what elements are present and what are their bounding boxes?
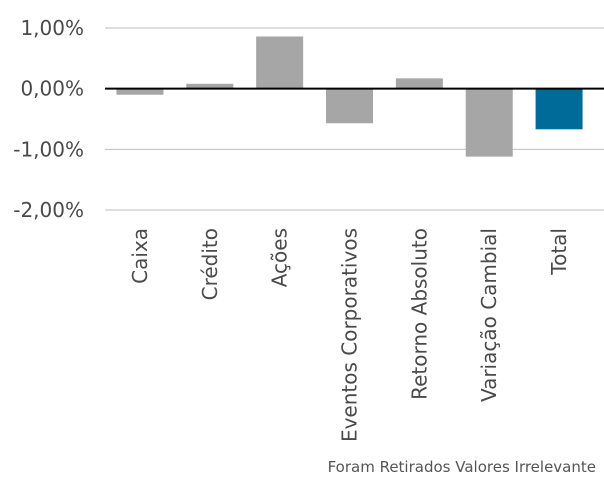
x-tick-label: Caixa <box>128 228 152 284</box>
x-tick-label: Eventos Corporativos <box>338 228 362 442</box>
x-tick-label: Variação Cambial <box>477 228 501 402</box>
x-tick-label: Total <box>547 228 571 276</box>
footnote: Foram Retirados Valores Irrelevante <box>327 458 596 476</box>
bar-cr-dito <box>186 83 234 89</box>
x-tick-label: Ações <box>268 228 292 287</box>
x-tick-label: Crédito <box>198 228 222 300</box>
bar-total <box>535 88 583 130</box>
bar-retorno-absoluto <box>395 78 443 89</box>
bar-eventos-corporativos <box>326 88 373 124</box>
y-tick-label: -1,00% <box>13 137 84 161</box>
x-tick-label: Retorno Absoluto <box>407 228 431 400</box>
y-tick-label: 1,00% <box>20 16 84 40</box>
bar-a-es <box>256 36 304 89</box>
bar-caixa <box>116 88 164 95</box>
y-tick-label: 0,00% <box>20 77 84 101</box>
y-tick-label: -2,00% <box>13 198 84 222</box>
bar-varia-o-cambial <box>465 88 513 157</box>
bar-chart: 1,00% 0,00% -1,00% -2,00% Caixa Crédito Ações E… <box>13 16 604 442</box>
